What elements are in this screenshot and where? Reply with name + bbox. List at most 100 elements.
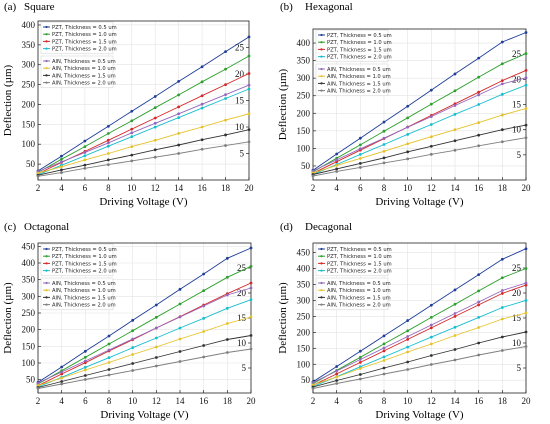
data-point <box>202 272 206 276</box>
data-point <box>382 372 386 376</box>
data-point <box>524 247 528 251</box>
data-point <box>60 382 64 386</box>
data-point <box>202 355 206 359</box>
panel-title: Square <box>24 1 55 13</box>
grid-lines <box>37 21 250 180</box>
data-point <box>153 138 157 142</box>
data-point <box>429 144 433 148</box>
series-line <box>312 346 527 389</box>
legend-marker <box>45 47 48 50</box>
y-left-tick-label: 400 <box>297 38 311 48</box>
panel-title: Hexagonal <box>305 1 353 13</box>
data-point <box>249 334 253 337</box>
data-point <box>429 123 433 126</box>
x-tick-label: 10 <box>403 396 413 406</box>
data-point <box>107 356 111 360</box>
data-point <box>60 370 64 374</box>
data-point <box>477 90 481 94</box>
series-line <box>312 69 527 174</box>
legend-entry: PZT, Thickness = 0.5 um <box>327 33 392 39</box>
series-5 <box>311 76 528 173</box>
legend-marker <box>45 40 48 43</box>
data-point <box>178 337 182 341</box>
data-point <box>131 362 135 365</box>
y-left-tick-label: 350 <box>297 56 311 66</box>
data-point <box>154 336 158 340</box>
data-point <box>477 341 481 345</box>
data-point <box>382 156 386 160</box>
chart-panel-3: (c) Octagonal 2 4 6 8 10 12 14 16 18 20 50 100 150 200 2… <box>2 221 256 421</box>
y-left-tick-label: 50 <box>26 375 36 385</box>
legend-marker <box>45 247 48 251</box>
data-point <box>60 376 64 380</box>
legend-box <box>40 243 114 277</box>
data-point <box>358 136 362 140</box>
y-left-tick-label: 150 <box>22 341 36 351</box>
legend-entry: PZT, Thickness = 1.0 um <box>52 254 117 260</box>
legend-marker <box>320 55 323 58</box>
y-left-tick-label: 150 <box>297 126 311 136</box>
legend-box <box>40 55 114 89</box>
x-tick-label: 16 <box>474 183 484 193</box>
data-point <box>429 323 433 327</box>
x-tick-label: 2 <box>36 396 41 406</box>
data-point <box>382 149 386 153</box>
data-point <box>83 374 87 377</box>
legend-marker <box>45 296 48 299</box>
data-point <box>83 139 87 143</box>
data-point <box>36 387 40 390</box>
x-tick-label: 14 <box>451 183 461 193</box>
data-point <box>477 300 481 304</box>
data-point <box>224 133 227 137</box>
data-point <box>453 72 457 76</box>
legend-marker <box>45 303 48 306</box>
data-point <box>106 144 110 148</box>
data-point <box>60 154 63 158</box>
legend-entry: PZT, Thickness = 2.0 um <box>52 47 117 53</box>
x-tick-label: 6 <box>83 396 88 406</box>
legend-entry: PZT, Thickness = 1.0 um <box>327 40 392 46</box>
y-left-tick-label: 300 <box>22 291 36 301</box>
legend-entry: AlN, Thickness = 0.5 um <box>327 67 391 73</box>
data-point <box>429 152 433 156</box>
data-point <box>83 359 87 363</box>
data-point <box>335 372 339 376</box>
data-point <box>153 106 157 110</box>
series-4 <box>311 83 528 176</box>
data-point <box>382 129 386 133</box>
data-point <box>225 306 229 310</box>
y-left-tick-label: 250 <box>297 91 311 101</box>
y-right-tick-label: 15 <box>235 96 245 106</box>
series-line <box>37 129 250 176</box>
data-point <box>200 125 204 129</box>
y-right-tick-label: 10 <box>235 122 245 132</box>
y-axis-label: Deflection (µm) <box>2 64 14 136</box>
y-left-tick-label: 400 <box>22 20 36 30</box>
data-point <box>247 83 251 87</box>
data-point <box>406 157 410 161</box>
data-point <box>358 377 362 381</box>
x-tick-label: 6 <box>83 183 88 193</box>
data-point <box>358 161 362 165</box>
data-point <box>106 124 110 128</box>
data-point <box>60 168 63 172</box>
legend-marker <box>320 303 323 306</box>
data-point <box>500 289 504 292</box>
data-point <box>311 381 315 384</box>
data-point <box>382 366 386 370</box>
data-point <box>453 348 457 351</box>
legend-marker <box>45 74 48 77</box>
data-point <box>200 80 204 84</box>
legend-marker <box>320 41 323 44</box>
y-left-tick-label: 350 <box>22 275 36 285</box>
data-point <box>500 276 504 280</box>
series-3 <box>311 283 528 387</box>
y-left-tick-label: 100 <box>22 358 36 368</box>
legend-marker <box>320 247 323 251</box>
data-point <box>477 144 481 148</box>
data-point <box>406 142 410 146</box>
x-tick-label: 2 <box>36 183 41 193</box>
data-point <box>202 330 206 333</box>
data-point <box>130 127 134 131</box>
data-point <box>106 138 110 142</box>
